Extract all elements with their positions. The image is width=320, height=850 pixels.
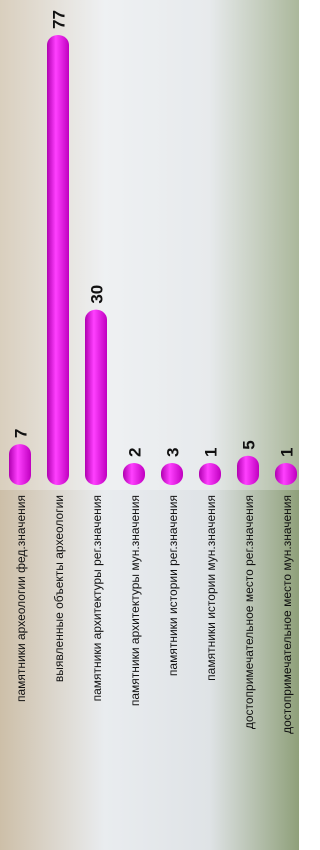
value-label: 77 (49, 10, 68, 29)
x-tick-label: памятники истории мун.значения (204, 495, 218, 681)
x-tick-label: памятники архитектуры рег.значения (90, 495, 104, 701)
x-tick-label: достопримечательное место рег.значения (242, 495, 256, 729)
x-tick-label: достопримечательное место мун.значения (280, 495, 294, 734)
value-label: 2 (125, 448, 144, 457)
x-tick-label: памятники археологии фед.значения (14, 495, 28, 702)
x-tick-label: памятники истории рег.значения (166, 495, 180, 676)
bar (275, 463, 297, 485)
value-label: 30 (87, 285, 106, 304)
value-label: 1 (201, 448, 220, 457)
page: {"chart_data": {"type": "bar", "orientat… (0, 0, 299, 850)
value-label: 3 (163, 448, 182, 457)
bar (237, 456, 259, 485)
value-label: 7 (11, 429, 30, 438)
backdrop (0, 0, 299, 490)
bar (47, 35, 69, 485)
bar (123, 463, 145, 485)
bar (85, 310, 107, 485)
bar (161, 463, 183, 485)
x-tick-label: памятники архитектуры мун.значения (128, 495, 142, 706)
value-label: 1 (277, 448, 296, 457)
bar (9, 444, 31, 485)
value-label: 5 (239, 440, 258, 449)
chart: памятники археологии фед.значения выявлен… (0, 0, 299, 850)
x-tick-label: выявленные объекты археологии (52, 495, 66, 682)
bar (199, 463, 221, 485)
